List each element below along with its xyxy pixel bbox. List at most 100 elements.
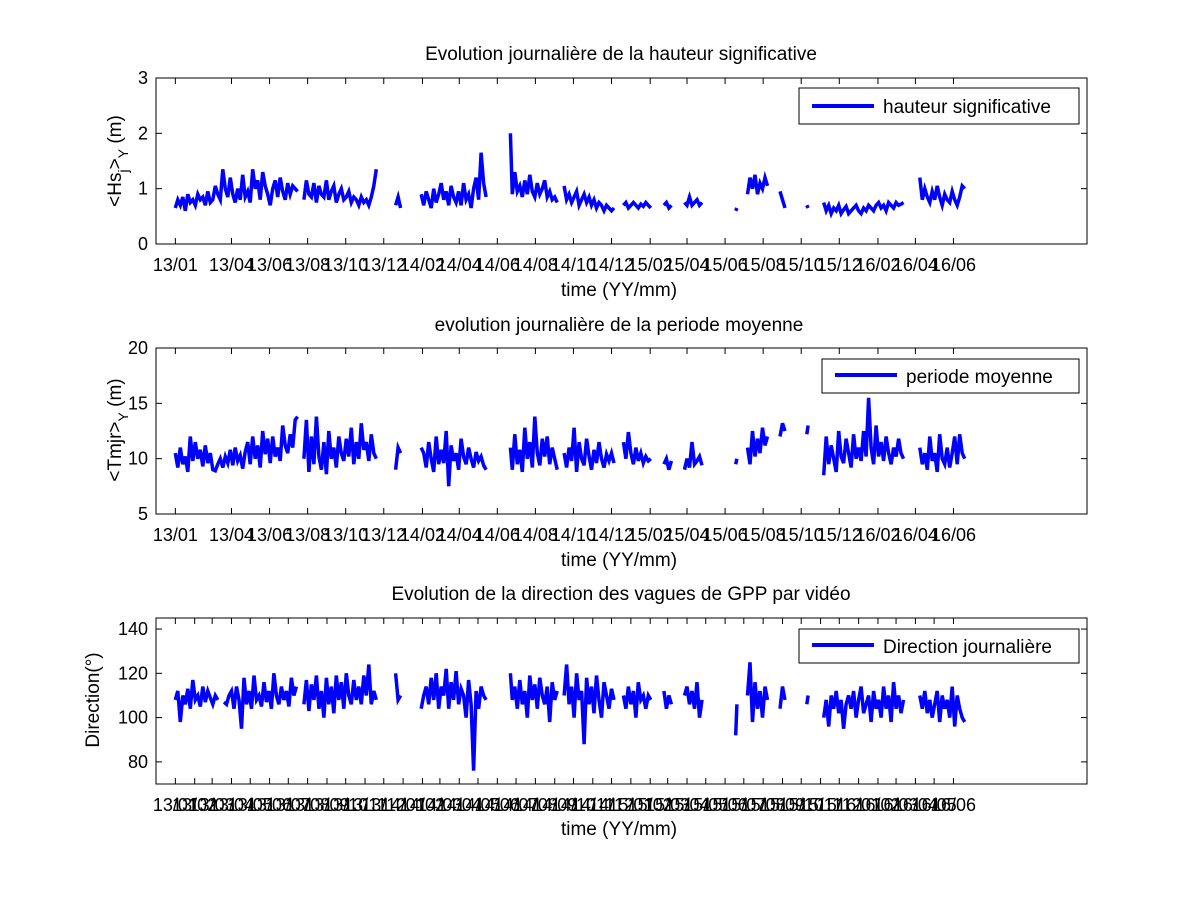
dir-legend: Direction journalière <box>798 628 1080 664</box>
dir-xtick-label: 15/05 <box>683 795 728 815</box>
dir-xtick-label: 15/09 <box>760 795 805 815</box>
tm-series-line <box>662 453 674 471</box>
hs-x-axis-label: time (YY/mm) <box>561 280 677 301</box>
hs-legend: hauteur significative <box>798 87 1080 125</box>
hs-xtick-label: 14/06 <box>475 255 520 275</box>
tm-xtick-label: 13/06 <box>247 525 292 545</box>
tm-ytick-label: 15 <box>128 393 148 413</box>
dir-series-line <box>302 664 378 718</box>
dir-series-line <box>419 668 488 771</box>
tm-xtick-label: 14/10 <box>551 525 596 545</box>
dir-series-line <box>562 664 616 745</box>
tm-xtick-label: 14/08 <box>513 525 558 545</box>
dir-y-axis-label: Direction(°) <box>83 652 104 747</box>
dir-xtick-label: 13/06 <box>247 795 292 815</box>
dir-xtick-label: 13/03 <box>190 795 235 815</box>
dir-xtick-label: 14/12 <box>589 795 634 815</box>
dir-xtick-label: 15/11 <box>799 795 843 815</box>
tm-ylabel-sub2: Y <box>115 411 131 421</box>
hs-xtick-label: 14/12 <box>589 255 634 275</box>
tm-x-axis-label: time (YY/mm) <box>561 550 677 571</box>
dir-xtick-label: 14/03 <box>417 795 462 815</box>
dir-legend-label: Direction journalière <box>883 637 1052 658</box>
hs-series-line <box>778 190 787 209</box>
dir-xtick-label: 14/05 <box>455 795 500 815</box>
dir-xtick-label: 16/06 <box>931 795 976 815</box>
dir-series-line <box>508 673 559 723</box>
dir-xtick-label: 15/04 <box>664 795 709 815</box>
dir-xtick-label: 15/07 <box>721 795 766 815</box>
dir-xtick-label: 14/07 <box>494 795 539 815</box>
dir-xtick-label: 15/02 <box>628 795 673 815</box>
tm-ytick-label: 10 <box>128 449 148 469</box>
dir-xtick-label: 14/01 <box>381 795 426 815</box>
dir-xtick-label: 13/05 <box>228 795 273 815</box>
tm-xtick-label: 14/06 <box>475 525 520 545</box>
hs-series-line <box>918 177 967 213</box>
tm-xtick-label: 14/02 <box>400 525 445 545</box>
tm-ylabel-tail: (m) <box>105 378 126 412</box>
tm-series-line <box>778 422 787 437</box>
hs-legend-label: hauteur significative <box>883 97 1051 118</box>
tm-xtick-label: 15/12 <box>817 525 862 545</box>
dir-panel: Evolution de la direction des vagues de … <box>83 584 1088 840</box>
tm-series-line <box>918 434 967 473</box>
hs-xtick-label: 15/06 <box>703 255 748 275</box>
dir-xtick-label: 15/12 <box>817 795 862 815</box>
hs-xtick-label: 13/04 <box>209 255 254 275</box>
hs-ylabel-tail: (m) <box>105 115 126 149</box>
tm-xtick-label: 14/04 <box>437 525 482 545</box>
hs-xtick-label: 14/08 <box>513 255 558 275</box>
dir-xtick-label: 13/01 <box>153 795 198 815</box>
tm-xtick-label: 15/06 <box>703 525 748 545</box>
tm-xtick-label: 16/06 <box>931 525 976 545</box>
tm-xtick-label: 14/12 <box>589 525 634 545</box>
dir-xtick-label: 13/07 <box>266 795 311 815</box>
hs-panel: Evolution journalière de la hauteur sign… <box>105 44 1088 301</box>
hs-ylabel-main: <Hs <box>105 173 126 207</box>
tm-ylabel-main: <Tmjr> <box>105 421 126 481</box>
tm-series-line <box>562 427 616 473</box>
dir-chart-title: Evolution de la direction des vagues de … <box>391 584 850 605</box>
hs-series-line <box>822 199 905 219</box>
dir-ytick-label: 120 <box>118 663 148 683</box>
dir-xtick-label: 16/05 <box>912 795 957 815</box>
hs-series-line <box>508 133 559 204</box>
hs-ylabel-sub1: j <box>115 169 131 173</box>
hs-ylabel-sub2: Y <box>115 148 131 158</box>
hs-ytick-label: 1 <box>138 179 148 199</box>
hs-xtick-label: 16/06 <box>931 255 976 275</box>
hs-ytick-label: 0 <box>138 234 148 254</box>
dir-xtick-label: 16/02 <box>855 795 900 815</box>
tm-legend: periode moyenne <box>821 358 1080 394</box>
dir-ytick-label: 80 <box>128 752 148 772</box>
dir-series-line <box>918 686 967 727</box>
svg-text:<Hsj>Y (m): <Hsj>Y (m) <box>105 115 131 207</box>
dir-xtick-label: 13/11 <box>343 795 387 815</box>
dir-series-line <box>393 673 403 706</box>
dir-xtick-label: 14/08 <box>513 795 558 815</box>
dir-xtick-label: 14/09 <box>532 795 577 815</box>
dir-xtick-label: 13/09 <box>304 795 349 815</box>
tm-series-line <box>173 415 300 474</box>
dir-xtick-label: 14/11 <box>571 795 615 815</box>
hs-xtick-label: 13/01 <box>153 255 198 275</box>
hs-ytick-label: 2 <box>138 123 148 143</box>
hs-chart-title: Evolution journalière de la hauteur sign… <box>425 44 817 65</box>
hs-series-line <box>662 199 673 212</box>
hs-xtick-label: 16/04 <box>893 255 938 275</box>
dir-xtick-label: 14/02 <box>400 795 445 815</box>
tm-chart-title: evolution journalière de la periode moye… <box>435 315 804 336</box>
hs-series-line <box>805 204 810 209</box>
hs-series-line <box>173 169 299 212</box>
hs-xtick-label: 15/02 <box>628 255 673 275</box>
dir-series-line <box>621 681 653 718</box>
dir-xtick-label: 15/03 <box>645 795 690 815</box>
hs-ytick-label: 3 <box>138 68 148 88</box>
dir-xtick-label: 16/03 <box>874 795 919 815</box>
hs-series-line <box>302 169 379 211</box>
dir-series-line <box>805 695 810 705</box>
tm-series-line <box>745 427 770 465</box>
hs-xtick-label: 15/08 <box>741 255 786 275</box>
dir-series-line <box>682 682 704 718</box>
